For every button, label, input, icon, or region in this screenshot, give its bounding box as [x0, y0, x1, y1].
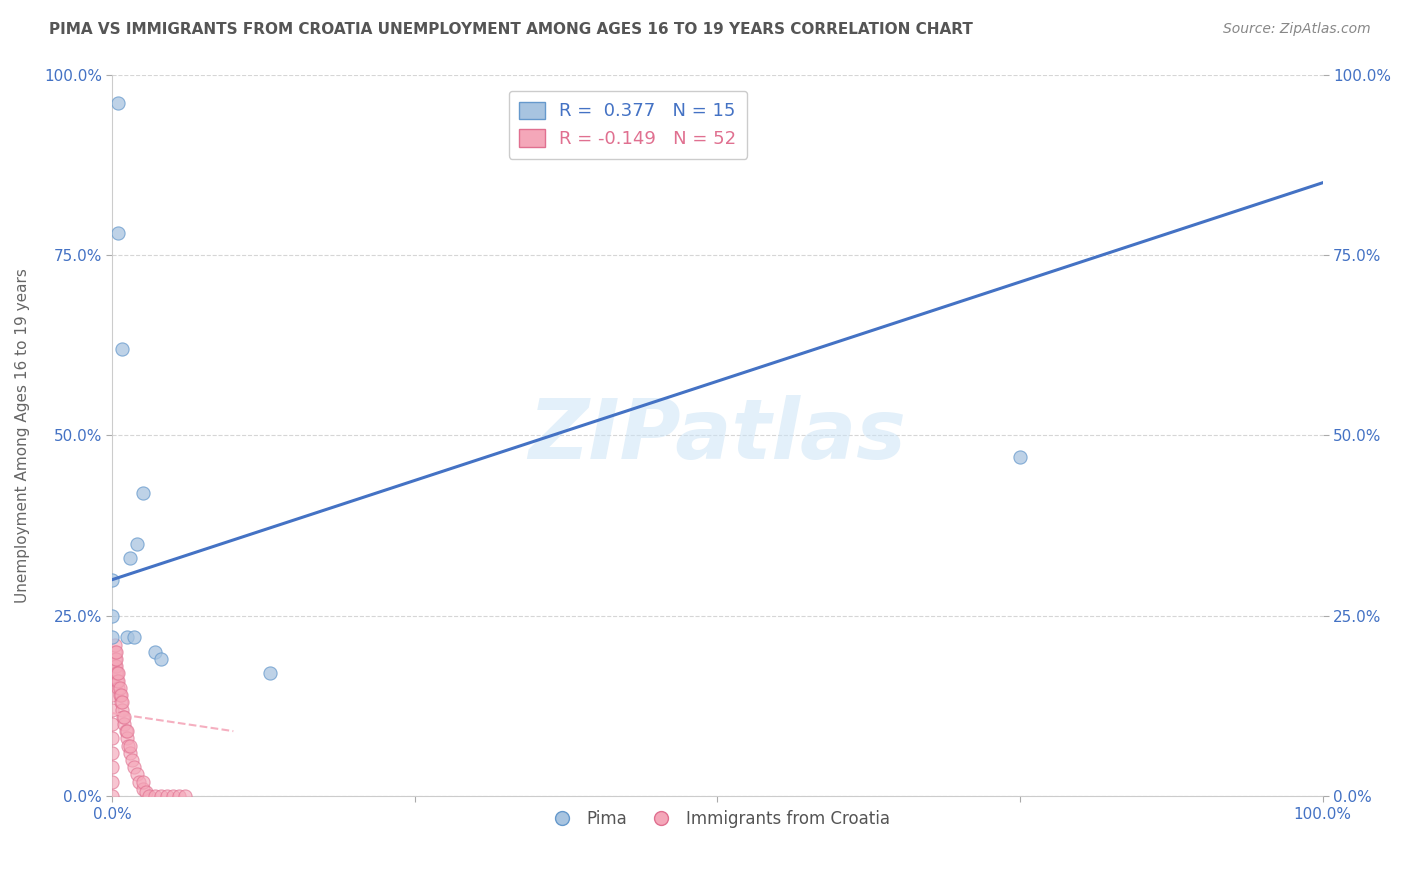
Point: [117, 739, 139, 753]
Point: [174, 789, 197, 803]
Point: [105, 666, 128, 681]
Point: [121, 753, 143, 767]
Point: [101, 631, 124, 645]
Text: Source: ZipAtlas.com: Source: ZipAtlas.com: [1223, 22, 1371, 37]
Point: [114, 724, 136, 739]
Point: [107, 96, 129, 111]
Point: [149, 652, 172, 666]
Y-axis label: Unemployment Among Ages 16 to 19 years: Unemployment Among Ages 16 to 19 years: [15, 268, 30, 603]
Point: [101, 608, 124, 623]
Point: [112, 709, 135, 723]
Point: [131, 781, 153, 796]
Legend: Pima, Immigrants from Croatia: Pima, Immigrants from Croatia: [538, 804, 897, 835]
Point: [101, 760, 124, 774]
Point: [110, 688, 132, 702]
Point: [107, 227, 129, 241]
Point: [104, 659, 127, 673]
Point: [125, 536, 148, 550]
Point: [104, 652, 127, 666]
Point: [101, 702, 124, 716]
Point: [111, 695, 134, 709]
Point: [149, 789, 172, 803]
Point: [104, 645, 127, 659]
Point: [107, 673, 129, 688]
Point: [111, 702, 134, 716]
Point: [108, 681, 131, 695]
Point: [101, 573, 124, 587]
Point: [115, 724, 138, 739]
Point: [104, 652, 127, 666]
Point: [120, 739, 142, 753]
Point: [105, 673, 128, 688]
Point: [115, 731, 138, 746]
Point: [115, 631, 138, 645]
Point: [120, 746, 142, 760]
Point: [120, 551, 142, 566]
Point: [128, 774, 150, 789]
Point: [259, 666, 281, 681]
Point: [107, 681, 129, 695]
Point: [138, 789, 160, 803]
Point: [104, 659, 127, 673]
Point: [162, 789, 184, 803]
Point: [111, 342, 134, 356]
Point: [143, 789, 166, 803]
Point: [101, 774, 124, 789]
Point: [101, 659, 124, 673]
Point: [156, 789, 179, 803]
Point: [122, 631, 145, 645]
Point: [131, 486, 153, 500]
Point: [167, 789, 190, 803]
Text: ZIPatlas: ZIPatlas: [529, 395, 907, 475]
Point: [101, 731, 124, 746]
Point: [131, 774, 153, 789]
Point: [104, 666, 127, 681]
Point: [107, 666, 129, 681]
Point: [104, 638, 127, 652]
Point: [110, 695, 132, 709]
Point: [108, 688, 131, 702]
Point: [135, 785, 157, 799]
Point: [143, 645, 166, 659]
Point: [101, 717, 124, 731]
Point: [104, 645, 127, 659]
Point: [112, 709, 135, 723]
Point: [112, 717, 135, 731]
Point: [125, 767, 148, 781]
Point: [1008, 450, 1031, 464]
Point: [122, 760, 145, 774]
Point: [101, 688, 124, 702]
Point: [101, 789, 124, 803]
Point: [101, 746, 124, 760]
Point: [101, 673, 124, 688]
Text: PIMA VS IMMIGRANTS FROM CROATIA UNEMPLOYMENT AMONG AGES 16 TO 19 YEARS CORRELATI: PIMA VS IMMIGRANTS FROM CROATIA UNEMPLOY…: [49, 22, 973, 37]
